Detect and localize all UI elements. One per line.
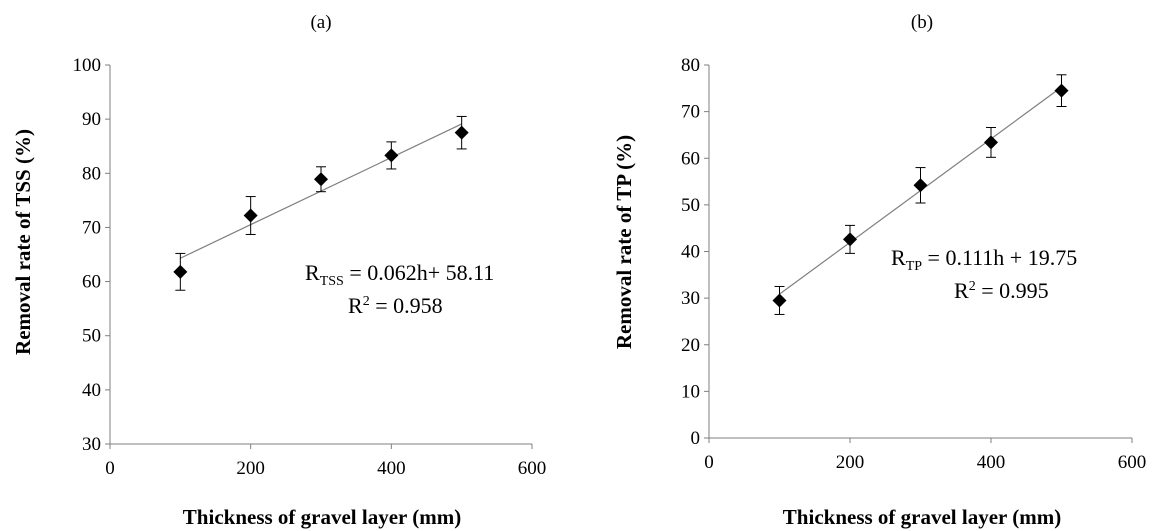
data-point-marker (173, 264, 188, 279)
y-tick-label: 40 (681, 242, 700, 263)
x-tick-label: 0 (704, 452, 714, 473)
data-point-marker (384, 148, 399, 163)
data-point-marker (913, 178, 928, 193)
data-point-marker (984, 135, 998, 150)
data-point-marker (772, 293, 787, 308)
data-point-marker (314, 172, 328, 187)
y-tick-label: 50 (82, 326, 101, 347)
x-tick-label: 600 (1118, 452, 1147, 473)
data-points-a (173, 115, 469, 291)
y-tick-label: 60 (681, 148, 700, 169)
x-tick-label: 0 (105, 458, 115, 479)
y-tick-label: 20 (681, 335, 700, 356)
x-tick-label: 200 (836, 452, 865, 473)
ticks-b: 0 10 20 30 40 50 60 70 80 0 200 400 600 (681, 55, 1146, 473)
r-squared-b: R2 = 0.995 (954, 278, 1049, 303)
y-tick-label: 70 (82, 217, 101, 238)
data-point-marker (843, 232, 857, 247)
fit-equation-b: RTP = 0.111h + 19.75 (891, 245, 1077, 274)
panel-label-b: (b) (911, 12, 933, 33)
x-tick-label: 400 (977, 452, 1006, 473)
y-axis-title-b: Removal rate of TP (%) (612, 135, 636, 349)
panel-label-a: (a) (310, 12, 331, 33)
axes-a (109, 65, 532, 445)
y-tick-label: 80 (681, 55, 700, 76)
y-tick-label: 90 (82, 109, 101, 130)
x-axis-title-b: Thickness of gravel layer (mm) (783, 505, 1061, 529)
y-tick-label: 40 (82, 380, 101, 401)
y-tick-label: 70 (681, 102, 700, 123)
x-tick-label: 200 (236, 458, 265, 479)
chart-panel-a: (a) Removal rate of TSS (%) Thickness of… (11, 12, 546, 529)
y-axis-title-a: Removal rate of TSS (%) (11, 129, 35, 355)
data-point-marker (1054, 83, 1069, 98)
y-tick-label: 60 (82, 272, 101, 293)
x-tick-label: 600 (518, 458, 547, 479)
svg-text:Removal rate of TSS (%): Removal rate of TSS (%) (11, 129, 35, 355)
data-points-b (772, 74, 1069, 315)
x-tick-label: 400 (377, 458, 406, 479)
y-tick-label: 0 (691, 428, 701, 449)
y-tick-label: 10 (681, 381, 700, 402)
r-squared-a: R2 = 0.958 (348, 293, 443, 318)
data-point-marker (454, 125, 469, 140)
y-tick-label: 30 (681, 288, 700, 309)
y-tick-label: 80 (82, 163, 101, 184)
fit-equation-a: RTSS = 0.062h+ 58.11 (305, 260, 494, 289)
ticks-a: 30 40 50 60 70 80 90 100 0 200 400 600 (73, 55, 547, 479)
x-axis-title-a: Thickness of gravel layer (mm) (183, 505, 461, 529)
svg-text:Removal rate of TP (%): Removal rate of TP (%) (612, 135, 636, 349)
y-tick-label: 100 (73, 55, 102, 76)
y-tick-label: 50 (681, 195, 700, 216)
y-tick-label: 30 (82, 434, 101, 455)
data-point-marker (243, 208, 258, 223)
chart-panel-b: (b) Removal rate of TP (%) Thickness of … (612, 12, 1146, 529)
